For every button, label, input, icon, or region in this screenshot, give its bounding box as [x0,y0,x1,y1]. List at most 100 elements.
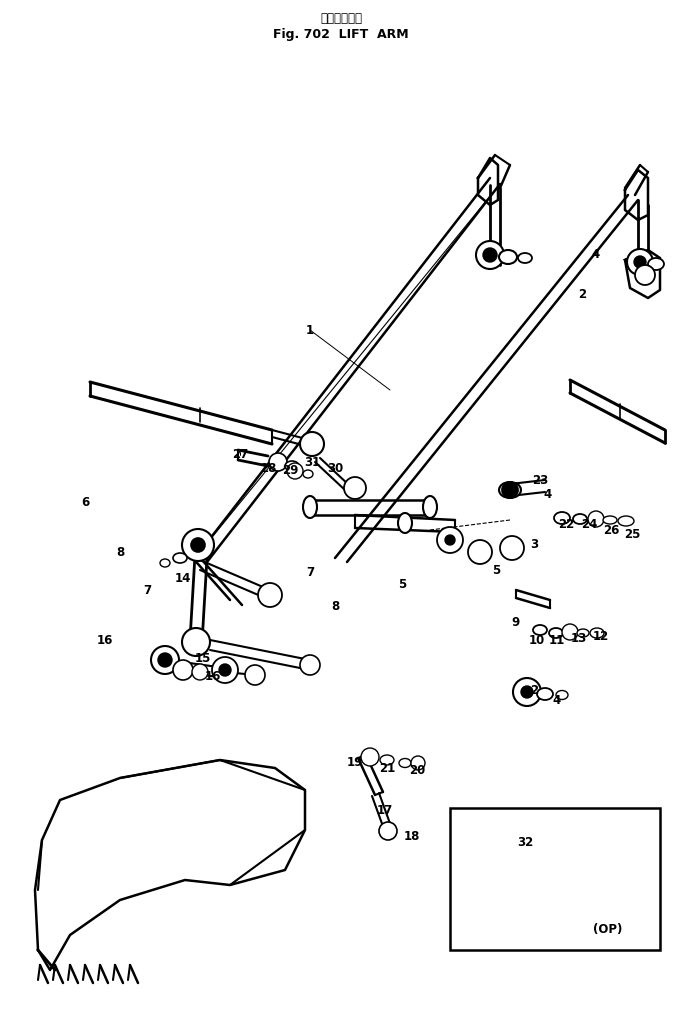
Text: 8: 8 [116,546,124,560]
Ellipse shape [556,690,568,700]
Circle shape [212,657,238,683]
Text: 25: 25 [624,529,640,541]
Circle shape [158,653,172,667]
Ellipse shape [554,512,570,524]
Ellipse shape [549,628,563,638]
Ellipse shape [537,688,553,700]
Circle shape [513,678,541,706]
Ellipse shape [648,258,664,270]
Ellipse shape [590,628,604,638]
Text: 3: 3 [530,538,538,552]
Circle shape [491,858,505,872]
Ellipse shape [303,470,313,478]
Circle shape [562,624,578,640]
Circle shape [379,822,397,840]
Circle shape [437,527,463,553]
Circle shape [344,477,366,499]
Ellipse shape [399,758,411,768]
Ellipse shape [285,461,299,471]
Text: Fig. 702  LIFT  ARM: Fig. 702 LIFT ARM [273,28,409,41]
Circle shape [483,248,497,262]
Bar [450,808,660,950]
Text: 4: 4 [553,694,561,707]
Ellipse shape [573,514,587,524]
Text: 7: 7 [143,583,151,597]
Text: 17: 17 [377,804,393,816]
Text: 20: 20 [409,765,425,778]
Text: 6: 6 [81,497,89,509]
Circle shape [269,453,287,471]
Text: 31: 31 [304,456,320,468]
Ellipse shape [160,559,170,567]
Circle shape [287,463,303,480]
Text: 5: 5 [398,578,406,592]
Circle shape [192,664,208,680]
Circle shape [634,256,646,268]
Ellipse shape [499,482,521,498]
Ellipse shape [398,513,412,533]
Circle shape [300,655,320,675]
Text: 1: 1 [306,323,314,336]
Circle shape [598,904,612,919]
Text: 13: 13 [571,632,587,644]
Ellipse shape [303,496,317,518]
Text: 32: 32 [517,837,533,850]
Text: 2: 2 [578,288,586,301]
Text: 5: 5 [492,564,500,576]
Circle shape [411,756,425,770]
Text: 29: 29 [282,463,298,476]
Circle shape [627,249,653,275]
Text: 10: 10 [529,634,545,646]
Circle shape [468,540,492,564]
Text: 18: 18 [404,829,420,843]
Text: 16: 16 [97,634,113,646]
Text: 14: 14 [175,571,191,584]
Text: 28: 28 [260,461,276,474]
Text: 22: 22 [558,519,574,532]
Ellipse shape [380,755,394,765]
Text: 4: 4 [592,248,600,261]
Text: 23: 23 [532,473,548,487]
Circle shape [502,482,518,498]
Circle shape [521,686,533,698]
Text: 12: 12 [593,631,609,643]
Ellipse shape [173,553,187,563]
Ellipse shape [603,516,617,524]
Text: 24: 24 [581,519,597,532]
Circle shape [300,432,324,456]
Circle shape [588,511,604,527]
Circle shape [258,583,282,607]
Text: 7: 7 [306,566,314,578]
Text: 9: 9 [512,615,520,629]
Text: 8: 8 [331,601,339,613]
Text: 11: 11 [549,634,565,646]
Ellipse shape [518,253,532,263]
Circle shape [500,536,524,560]
Ellipse shape [618,516,634,526]
Text: 2: 2 [530,683,538,697]
Text: リフトアーム: リフトアーム [320,12,362,25]
Text: 15: 15 [195,651,211,665]
Text: 27: 27 [232,449,248,461]
Circle shape [219,664,231,676]
Text: 19: 19 [347,755,364,769]
Text: 21: 21 [379,761,395,775]
Circle shape [635,265,655,285]
Circle shape [151,646,179,674]
Circle shape [182,628,210,657]
Text: (OP): (OP) [593,923,623,936]
Text: 4: 4 [544,489,552,501]
Circle shape [173,660,193,680]
Circle shape [182,529,214,561]
Text: 30: 30 [327,461,343,474]
Circle shape [191,538,205,552]
Circle shape [476,241,504,269]
Text: 26: 26 [603,524,619,536]
Text: 16: 16 [205,671,221,683]
Ellipse shape [423,496,437,518]
Circle shape [445,535,455,545]
Circle shape [361,748,379,766]
Circle shape [245,665,265,685]
Ellipse shape [577,629,589,637]
Ellipse shape [499,250,517,264]
